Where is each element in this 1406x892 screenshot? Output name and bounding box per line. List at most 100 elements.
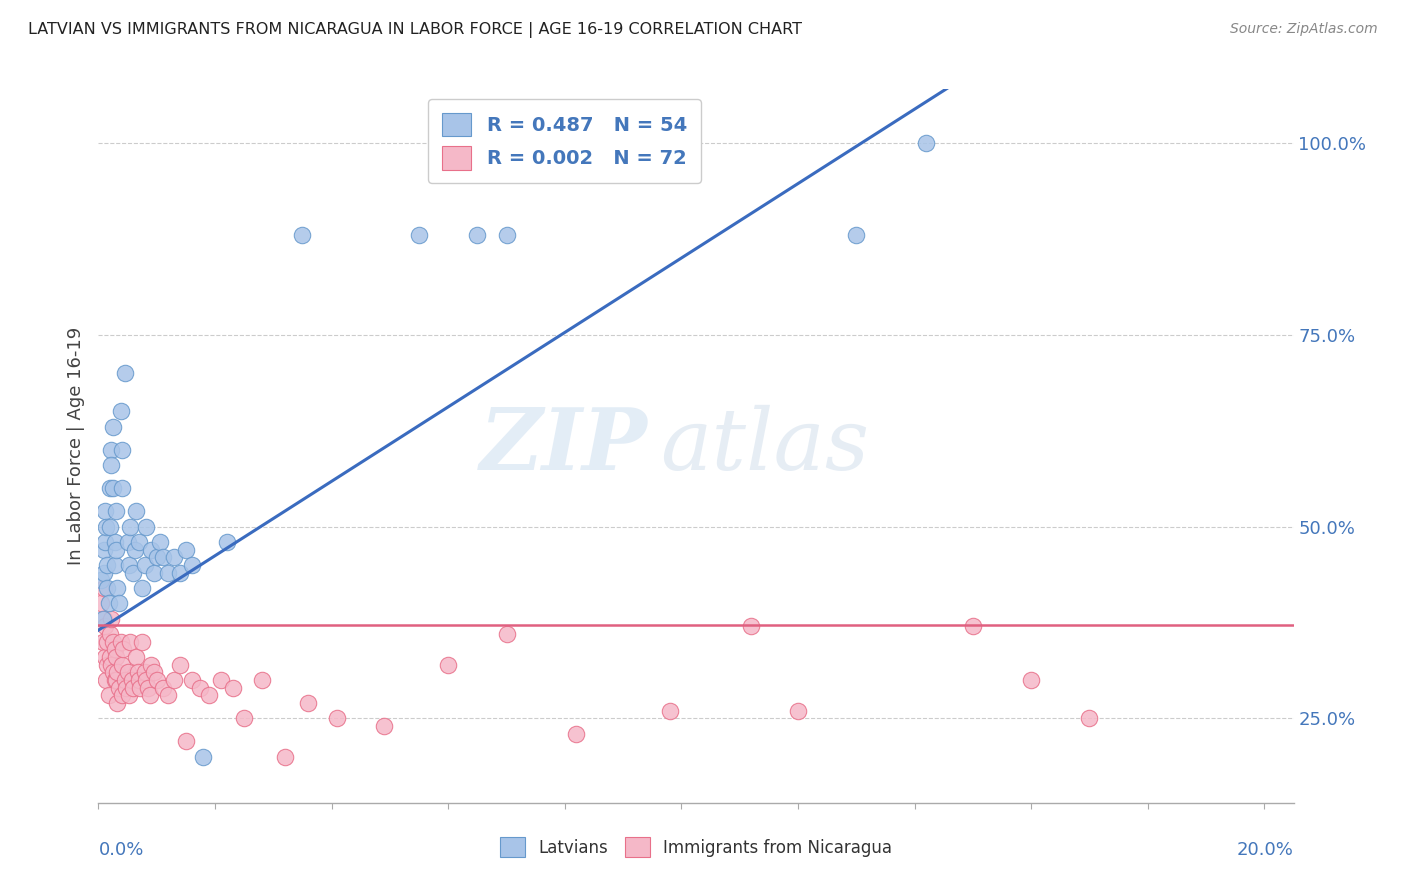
Point: [96, 657, 118, 672]
Point: [104, 535, 127, 549]
Point: [129, 681, 152, 695]
Point: [221, 681, 243, 695]
Point: [91, 634, 114, 648]
Point: [101, 665, 124, 680]
Point: [215, 535, 238, 549]
Point: [135, 673, 157, 687]
Text: atlas: atlas: [661, 405, 869, 487]
Point: [1166, 826, 1188, 840]
Point: [108, 596, 131, 610]
Point: [104, 642, 127, 657]
Point: [134, 558, 156, 572]
Point: [111, 481, 134, 495]
Text: 0.0%: 0.0%: [98, 841, 143, 859]
Point: [117, 535, 139, 549]
Point: [110, 634, 132, 648]
Point: [408, 227, 430, 242]
Point: [94, 519, 117, 533]
Point: [198, 689, 221, 703]
Point: [157, 566, 180, 580]
Point: [142, 665, 165, 680]
Point: [127, 665, 149, 680]
Point: [125, 504, 148, 518]
Point: [495, 227, 517, 242]
Point: [100, 442, 122, 457]
Point: [962, 619, 984, 633]
Point: [100, 458, 122, 473]
Point: [91, 612, 114, 626]
Point: [250, 673, 273, 687]
Point: [101, 481, 124, 495]
Point: [93, 542, 115, 557]
Point: [120, 519, 142, 533]
Point: [111, 642, 134, 657]
Point: [105, 581, 128, 595]
Point: [233, 711, 256, 725]
Point: [97, 689, 120, 703]
Point: [105, 665, 128, 680]
Point: [124, 542, 146, 557]
Point: [180, 673, 202, 687]
Point: [105, 696, 128, 710]
Point: [93, 566, 115, 580]
Point: [108, 681, 131, 695]
Point: [93, 581, 115, 595]
Point: [111, 657, 134, 672]
Point: [1019, 673, 1042, 687]
Point: [118, 689, 141, 703]
Point: [169, 566, 191, 580]
Point: [110, 404, 132, 418]
Point: [915, 136, 938, 150]
Point: [90, 596, 112, 610]
Point: [373, 719, 395, 733]
Y-axis label: In Labor Force | Age 16-19: In Labor Force | Age 16-19: [66, 326, 84, 566]
Point: [174, 734, 197, 748]
Point: [149, 535, 172, 549]
Point: [128, 673, 150, 687]
Point: [135, 519, 157, 533]
Point: [291, 227, 314, 242]
Point: [193, 749, 215, 764]
Point: [117, 665, 139, 680]
Point: [94, 673, 117, 687]
Point: [180, 558, 202, 572]
Point: [152, 681, 174, 695]
Point: [1078, 711, 1101, 725]
Point: [97, 596, 120, 610]
Point: [145, 550, 167, 565]
Point: [157, 689, 180, 703]
Point: [118, 558, 141, 572]
Point: [274, 749, 297, 764]
Point: [104, 504, 127, 518]
Point: [845, 227, 868, 242]
Point: [101, 419, 124, 434]
Point: [98, 627, 121, 641]
Point: [740, 619, 762, 633]
Point: [131, 634, 153, 648]
Point: [467, 227, 489, 242]
Point: [139, 542, 162, 557]
Point: [142, 566, 165, 580]
Point: [658, 704, 681, 718]
Point: [145, 673, 167, 687]
Text: LATVIAN VS IMMIGRANTS FROM NICARAGUA IN LABOR FORCE | AGE 16-19 CORRELATION CHAR: LATVIAN VS IMMIGRANTS FROM NICARAGUA IN …: [28, 22, 801, 38]
Text: Source: ZipAtlas.com: Source: ZipAtlas.com: [1230, 22, 1378, 37]
Point: [98, 650, 121, 665]
Point: [163, 673, 186, 687]
Point: [787, 704, 810, 718]
Point: [90, 574, 112, 588]
Point: [169, 657, 191, 672]
Point: [122, 681, 145, 695]
Point: [437, 657, 460, 672]
Point: [100, 612, 122, 626]
Point: [94, 619, 117, 633]
Point: [565, 727, 588, 741]
Point: [111, 689, 134, 703]
Point: [104, 558, 127, 572]
Point: [297, 696, 319, 710]
Point: [326, 711, 349, 725]
Point: [98, 481, 121, 495]
Legend: Latvians, Immigrants from Nicaragua: Latvians, Immigrants from Nicaragua: [492, 829, 900, 866]
Point: [121, 673, 143, 687]
Point: [122, 566, 145, 580]
